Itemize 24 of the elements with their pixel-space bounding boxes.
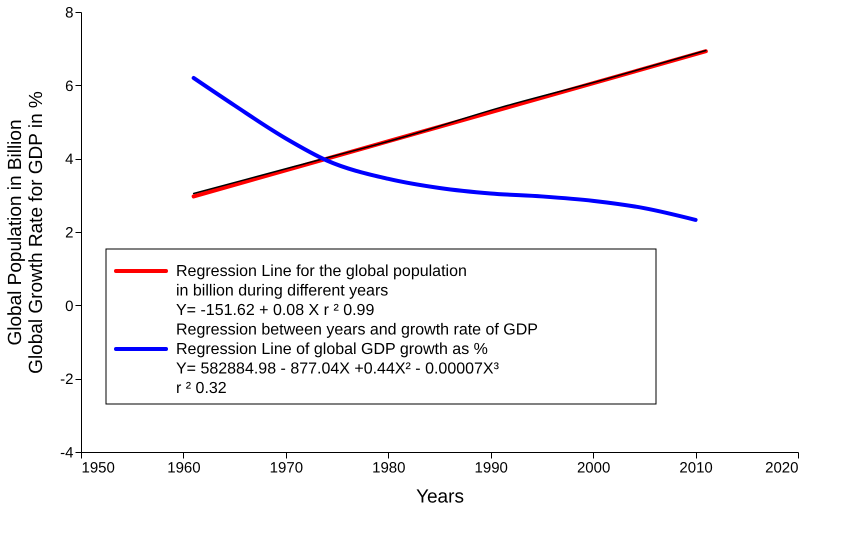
y-tick-label: 8: [65, 4, 74, 22]
annotation: Regression between years and growth rate of GDP: [176, 322, 538, 338]
x-tick-label: 2020: [765, 460, 798, 476]
x-axis-title: Years: [416, 486, 464, 508]
x-tick-label: 1950: [82, 460, 115, 476]
y-tick-label: 4: [65, 151, 74, 168]
y-tick-label: 2: [65, 224, 74, 242]
y-tick-label: 6: [65, 78, 74, 95]
annotation: Y= -151.62 + 0.08 X r ² 0.99: [176, 302, 374, 319]
x-tick-label: 1970: [270, 460, 304, 476]
x-tick-label: 1990: [474, 460, 508, 476]
annotation: r ² 0.32: [176, 380, 227, 397]
x-tick-label: 1980: [372, 460, 406, 476]
annotation: Y= 582884.98 - 877.04X +0.44X² - 0.00007X³: [176, 360, 500, 378]
x-tick-label: 2010: [679, 460, 713, 476]
y-tick-label: -2: [60, 371, 74, 388]
y-tick-label: -4: [60, 444, 74, 462]
line-series: [192, 76, 698, 222]
x-tick-label: 2000: [576, 460, 610, 476]
legend-label: Regression Line for the global population in billion during different years: [176, 263, 467, 300]
y-axis-title: Global Population in Billion Global Growth Rate for GDP in %: [5, 91, 48, 374]
x-tick-label: 1960: [167, 460, 201, 476]
y-tick-label: 0: [65, 298, 74, 315]
legend-label: Regression Line of global GDP growth as %: [176, 341, 488, 358]
